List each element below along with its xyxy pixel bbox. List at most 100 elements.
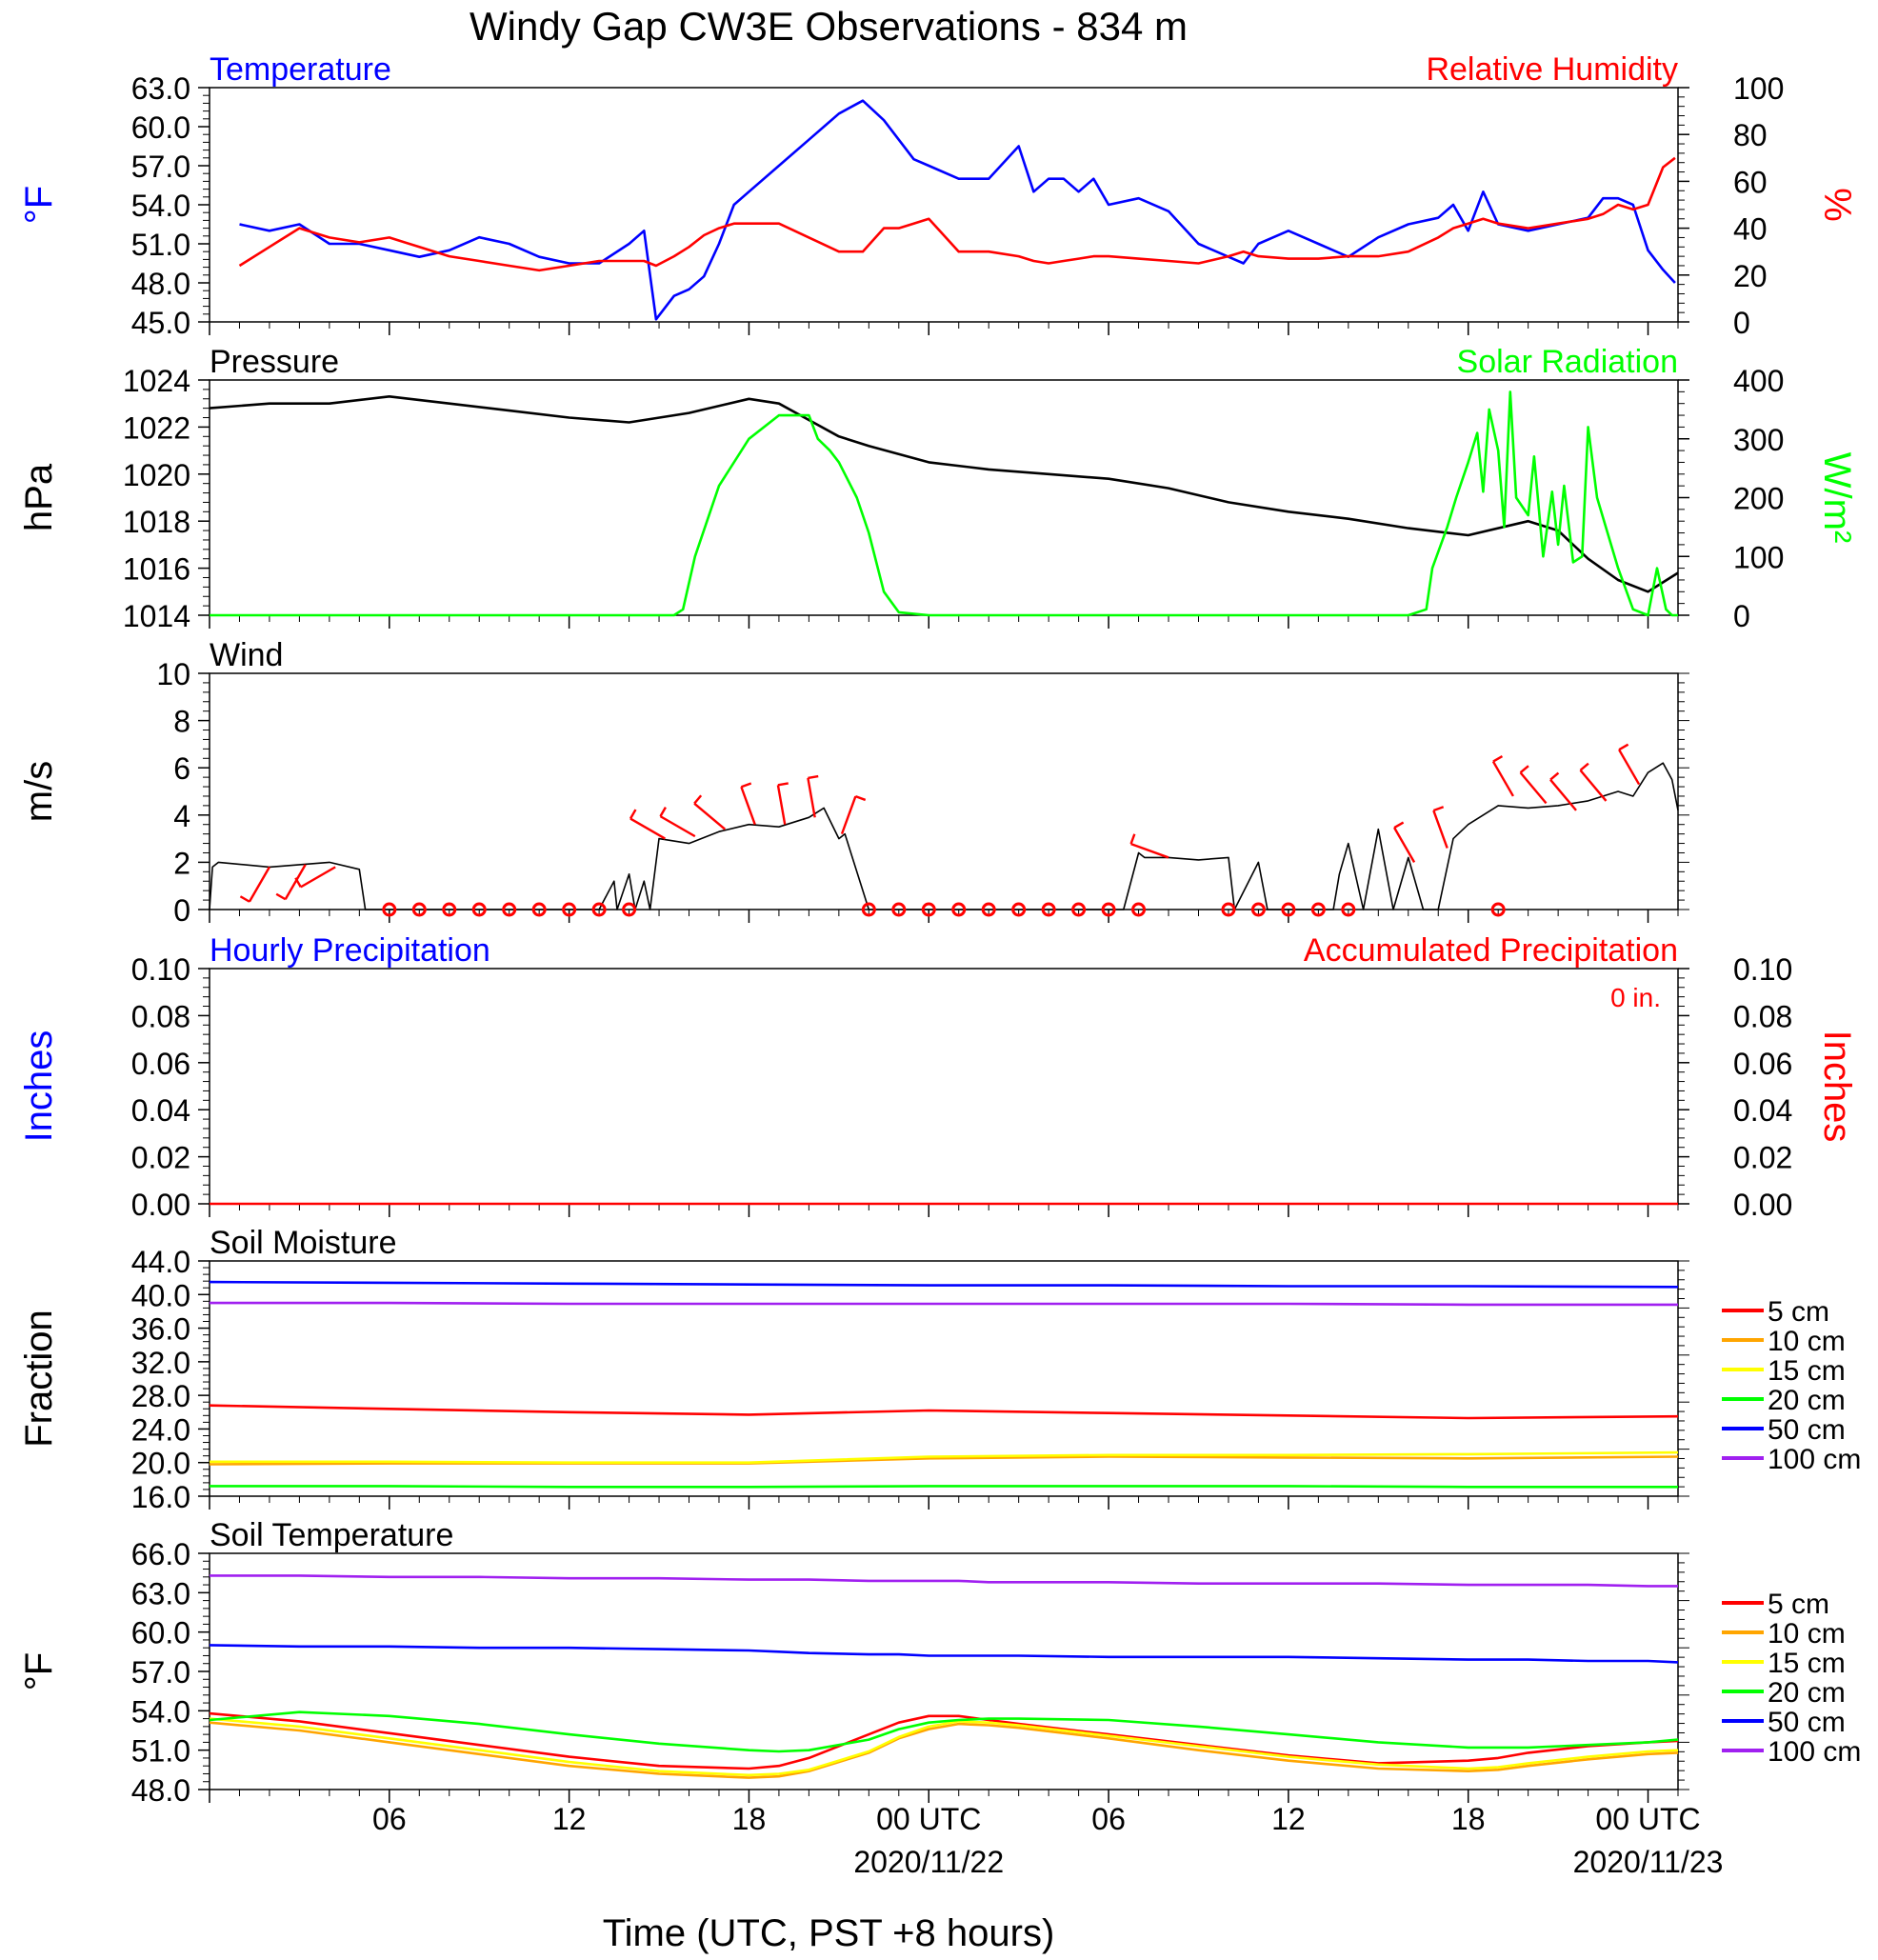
calm-wind-marker [471,902,487,917]
y-tick-label-left: 0.06 [131,1047,190,1081]
y-tick-label-left: 54.0 [131,1694,190,1729]
y-tick-label-left: 8 [173,705,190,739]
y-tick-label-left: 24.0 [131,1412,190,1447]
calm-wind-marker [1041,902,1056,917]
calm-wind-marker [382,902,397,917]
wind-barb-flag [1393,821,1405,830]
wind-barb-flag [693,794,703,805]
panel-pressure-solar: 1024 1022 1020 1018 1016 1014 400 300 200 100 0 Pre… [18,344,1858,633]
y-tick-label-right: 0 [1733,599,1750,633]
panel-title-left: Hourly Precipitation [210,932,490,969]
calm-wind-marker [1071,902,1087,917]
y-tick-label-left: 1020 [123,458,190,492]
panel-frame [209,1260,1679,1497]
series-line-20-cm [209,1710,1679,1753]
legend-label: 5 cm [1768,1296,1829,1328]
y-axis-label-left: m/s [18,761,60,822]
panel-title-left: Temperature [210,51,391,88]
wind-barb [1579,762,1608,802]
wind-barb-shaft [1519,771,1548,805]
x-tick-label: 18 [732,1802,767,1836]
calm-wind-marker [562,902,577,917]
y-axis-label-left: Inches [18,1030,60,1143]
y-tick-label-left: 60.0 [131,110,190,145]
y-tick-label-left: 54.0 [131,189,190,223]
y-tick-label-left: 0 [173,893,190,928]
y-tick-label-left: 1016 [123,552,190,587]
y-axis-label-left: °F [18,1652,60,1690]
y-tick-label-left: 1022 [123,410,190,445]
wind-barb-shaft [1579,769,1608,802]
wind-barb-shaft [1130,842,1169,859]
y-tick-label-right: 0.00 [1733,1188,1792,1222]
wind-barb-flag [239,895,250,903]
calm-wind-marker [921,902,936,917]
calm-wind-marker [1131,902,1147,917]
series-line-50-cm [209,1644,1679,1664]
wind-barb-flag [808,774,819,780]
y-tick-label-left: 0.08 [131,999,190,1033]
wind-barb-shaft [693,802,727,830]
x-axis-label: Time (UTC, PST +8 hours) [603,1912,1055,1954]
y-axis-label-left: Fraction [18,1310,60,1448]
y-tick-label-right: 0.02 [1733,1141,1792,1175]
x-tick-label: 18 [1451,1802,1486,1836]
series-line-5-cm [209,1711,1679,1770]
series-line-5-cm [209,1404,1679,1420]
wind-barb-shaft [840,795,857,835]
panel-precip: 0.10 0.08 0.06 0.04 0.02 0.00 0.10 0.08 0.06 0.04… [18,932,1858,1222]
calm-wind-marker [531,902,547,917]
series-line-50-cm [209,1280,1679,1289]
calm-wind-marker [411,902,427,917]
wind-barb-shaft [740,786,756,826]
wind-barb-shaft [284,864,307,900]
x-tick-label: 00 UTC [1595,1802,1700,1836]
legend-label: 100 cm [1768,1444,1861,1475]
series-line-wind [209,762,1679,910]
calm-wind-marker [1341,902,1356,917]
wind-barb-flag [275,892,287,901]
wind-barb-shaft [1549,778,1577,811]
y-tick-label-left: 36.0 [131,1312,190,1347]
wind-barb-shaft [1491,760,1514,797]
wind-barb-shaft [248,866,270,903]
legend-label: 20 cm [1768,1677,1846,1709]
y-tick-label-left: 63.0 [131,1576,190,1610]
wind-barb [1393,821,1416,864]
series-line-temperature [239,99,1676,321]
calm-wind-marker [951,902,967,917]
calm-wind-marker [1221,902,1236,917]
wind-barb [1491,755,1514,797]
x-date-label: 2020/11/22 [853,1845,1004,1879]
calm-wind-marker [1011,902,1027,917]
y-tick-label-right: 300 [1733,423,1784,457]
series-line-100-cm [210,1574,1678,1588]
wind-barb [776,782,789,825]
figure-title: Windy Gap CW3E Observations - 834 m [470,4,1188,49]
legend-label: 50 cm [1768,1707,1846,1738]
y-tick-label-left: 0.04 [131,1093,190,1128]
calm-wind-marker [981,902,996,917]
accumulated-total-label: 0 in. [1610,983,1661,1012]
wind-barb [1549,771,1577,811]
legend-label: 15 cm [1768,1355,1846,1387]
y-tick-label-left: 40.0 [131,1278,190,1312]
wind-barb-flag [629,809,637,820]
wind-barb-flag [1432,806,1445,812]
panel-title-left: Soil Temperature [210,1517,453,1553]
calm-wind-marker [861,902,876,917]
panels: 63.060.057.054.051.048.045.0100806040200… [18,51,1861,1808]
y-tick-label-right: 0.06 [1733,1047,1792,1081]
y-tick-label-right: 0.08 [1733,999,1792,1033]
legend-label: 15 cm [1768,1648,1846,1679]
y-tick-label-right: 0.04 [1733,1093,1792,1128]
wind-barb [1618,743,1641,786]
y-tick-label-left: 0.10 [131,952,190,987]
wind-barb [807,774,819,818]
y-tick-label-left: 48.0 [131,267,190,301]
wind-barb-flag [1549,771,1560,781]
panel-title-left: Soil Moisture [210,1225,397,1261]
calm-wind-marker [891,902,907,917]
y-axis-label-right: W/m² [1816,452,1858,544]
